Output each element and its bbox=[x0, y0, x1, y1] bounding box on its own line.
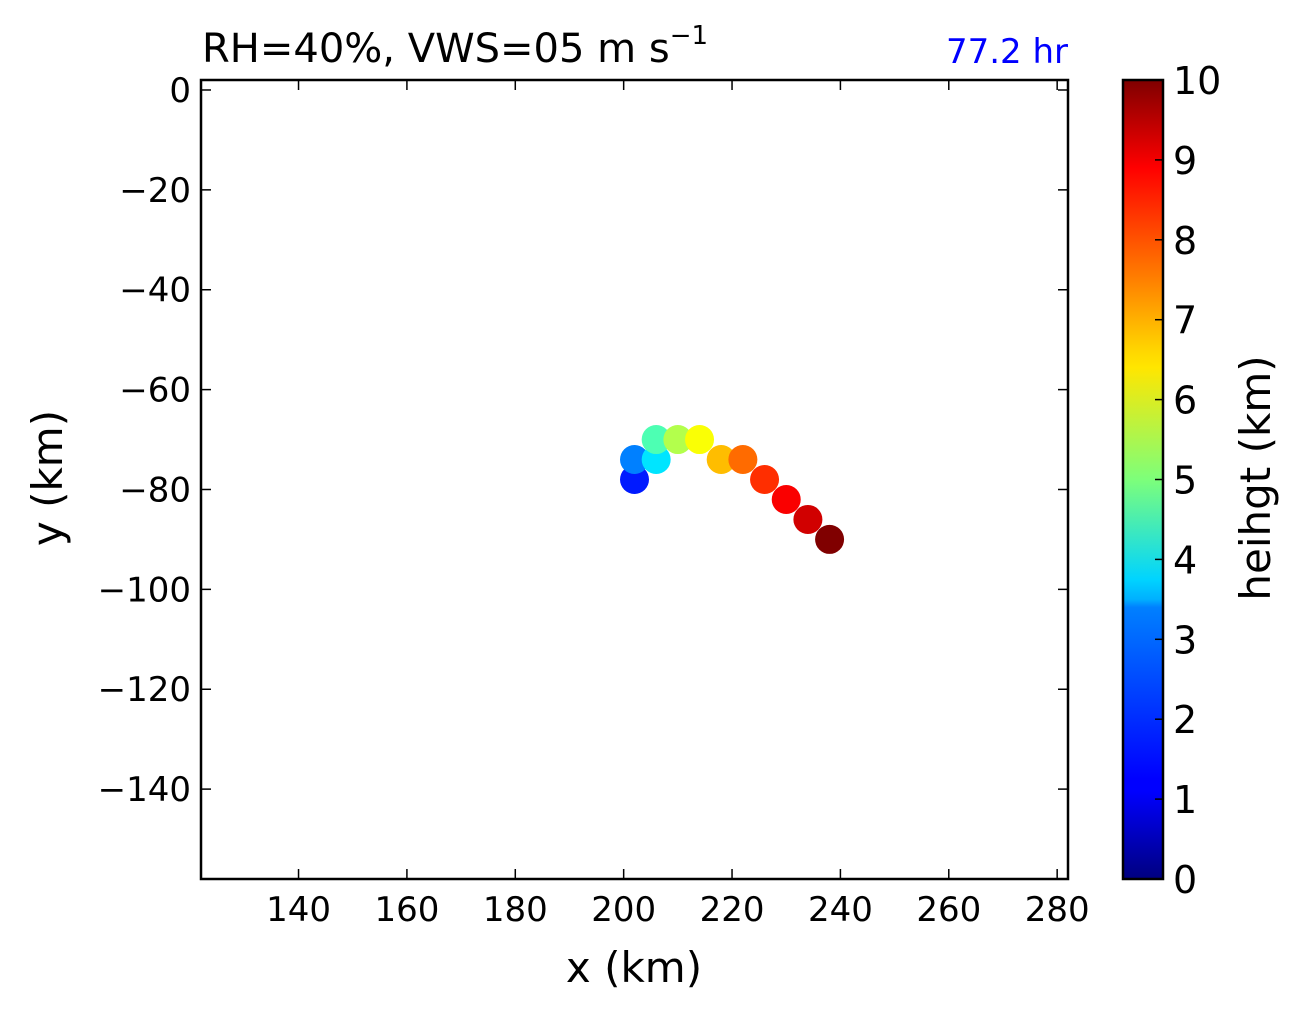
data-point bbox=[620, 445, 649, 475]
data-point bbox=[750, 465, 780, 494]
colorbar-tick-label: 0 bbox=[1173, 858, 1197, 902]
data-point bbox=[663, 425, 693, 455]
data-point bbox=[641, 425, 671, 455]
colorbar-tick-label: 5 bbox=[1173, 459, 1197, 503]
colorbar-tick-label: 10 bbox=[1173, 59, 1221, 103]
y-tick-label: −140 bbox=[98, 770, 191, 810]
colorbar-tick-label: 6 bbox=[1173, 379, 1197, 423]
x-tick-label: 140 bbox=[266, 890, 331, 930]
x-tick-label: 160 bbox=[374, 890, 439, 930]
colorbar-ticks: 0 1 2 3 4 5 6 7 8 9 10 bbox=[1155, 59, 1221, 902]
colorbar-tick-label: 8 bbox=[1173, 219, 1197, 263]
data-point bbox=[685, 425, 715, 455]
colorbar-tick-label: 4 bbox=[1173, 538, 1197, 582]
data-point bbox=[793, 504, 823, 534]
data-point bbox=[706, 445, 736, 475]
x-tick-label: 200 bbox=[591, 890, 656, 930]
y-tick-label: −40 bbox=[119, 271, 191, 311]
time-annotation: 77.2 hr bbox=[946, 32, 1068, 72]
chart-title-superscript: −1 bbox=[670, 21, 708, 51]
colorbar-tick-label: 9 bbox=[1173, 139, 1197, 183]
data-point bbox=[815, 524, 845, 554]
data-point bbox=[771, 484, 801, 514]
y-ticks: 0 −20 −40 −60 −80 −100 −120 −140 bbox=[98, 71, 1068, 810]
colorbar-tick-label: 2 bbox=[1173, 698, 1197, 742]
x-tick-label: 220 bbox=[700, 890, 765, 930]
chart-title: RH=40%, VWS=05 m s−1 bbox=[202, 21, 708, 72]
colorbar-label: heihgt (km) bbox=[1231, 355, 1280, 600]
y-tick-label: 0 bbox=[169, 71, 191, 111]
colorbar-tick-label: 1 bbox=[1173, 778, 1197, 822]
x-axis-label: x (km) bbox=[566, 943, 702, 992]
y-tick-label: −100 bbox=[98, 570, 191, 610]
y-tick-label: −120 bbox=[98, 670, 191, 710]
data-point bbox=[728, 445, 758, 475]
x-tick-label: 260 bbox=[916, 890, 981, 930]
y-axis-label: y (km) bbox=[23, 410, 72, 546]
y-tick-label: −60 bbox=[119, 371, 191, 411]
x-tick-label: 240 bbox=[808, 890, 873, 930]
plot-frame bbox=[199, 78, 1070, 881]
data-point bbox=[620, 465, 649, 494]
x-tick-label: 280 bbox=[1025, 890, 1090, 930]
colorbar: 0 1 2 3 4 5 6 7 8 9 10 heihgt (km) bbox=[1121, 59, 1280, 902]
colorbar-tick-label: 3 bbox=[1173, 618, 1197, 662]
colorbar-tick-label: 7 bbox=[1173, 299, 1197, 343]
x-tick-label: 180 bbox=[483, 890, 548, 930]
data-points bbox=[620, 425, 845, 554]
x-ticks: 140 160 180 200 220 240 260 280 bbox=[266, 80, 1090, 930]
data-point bbox=[641, 445, 671, 475]
y-tick-label: −20 bbox=[119, 171, 191, 211]
y-tick-label: −80 bbox=[119, 470, 191, 510]
chart-title-main: RH=40%, VWS=05 m s bbox=[202, 26, 670, 72]
